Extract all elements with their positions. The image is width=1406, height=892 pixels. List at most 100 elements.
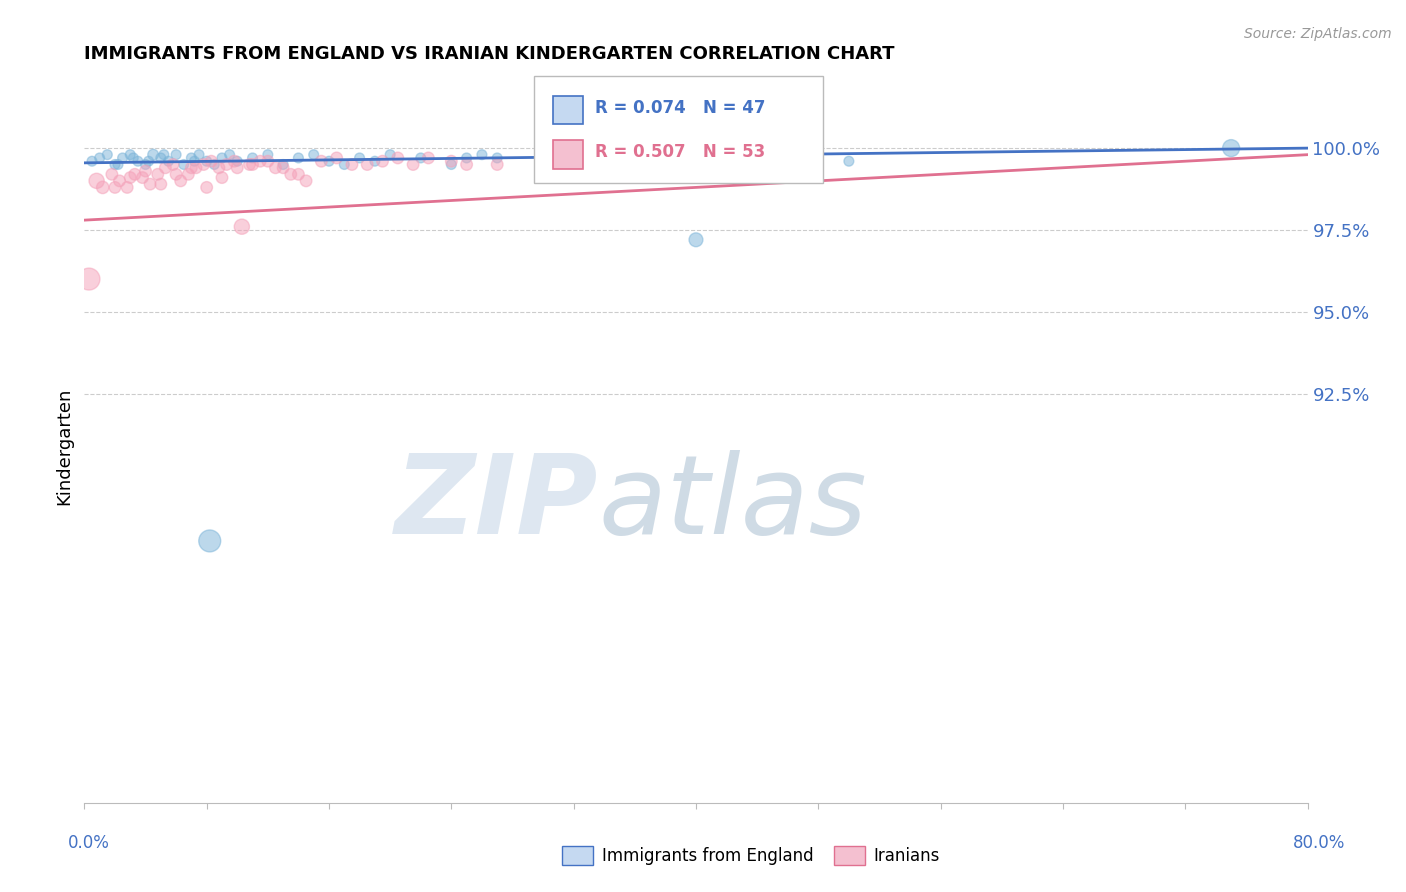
Point: [371, 154, 394, 169]
Point: [271, 161, 294, 175]
Point: [104, 180, 127, 194]
Point: [249, 154, 271, 169]
Point: [531, 157, 554, 171]
Text: 80.0%: 80.0%: [1292, 834, 1346, 852]
Point: [761, 147, 783, 161]
Point: [264, 161, 287, 175]
Point: [180, 151, 202, 165]
Point: [280, 167, 302, 181]
Point: [295, 174, 318, 188]
Point: [440, 154, 463, 169]
Point: [155, 161, 177, 175]
Point: [685, 233, 707, 247]
Point: [215, 157, 238, 171]
Point: [456, 151, 478, 165]
Text: Source: ZipAtlas.com: Source: ZipAtlas.com: [1244, 27, 1392, 41]
Point: [124, 167, 146, 181]
Point: [340, 157, 363, 171]
Point: [486, 151, 509, 165]
Point: [153, 147, 176, 161]
Point: [138, 154, 160, 169]
Point: [456, 157, 478, 171]
Point: [183, 154, 205, 169]
Point: [1220, 141, 1243, 155]
Point: [77, 272, 100, 286]
Point: [325, 151, 347, 165]
Point: [188, 147, 211, 161]
Text: Iranians: Iranians: [873, 847, 939, 865]
Point: [120, 170, 142, 185]
Point: [531, 154, 554, 169]
Point: [486, 157, 509, 171]
Point: [131, 170, 153, 185]
Point: [380, 147, 402, 161]
Point: [226, 161, 249, 175]
Point: [173, 157, 195, 171]
Point: [409, 151, 432, 165]
Point: [135, 157, 157, 171]
Point: [318, 154, 340, 169]
Point: [242, 151, 264, 165]
Point: [716, 154, 738, 169]
Point: [208, 161, 231, 175]
Point: [104, 157, 127, 171]
Text: 0.0%: 0.0%: [67, 834, 110, 852]
Point: [418, 151, 440, 165]
Point: [356, 157, 378, 171]
Point: [80, 154, 103, 169]
Point: [238, 157, 260, 171]
Point: [89, 151, 111, 165]
Point: [165, 147, 187, 161]
Point: [120, 147, 142, 161]
Point: [838, 154, 860, 169]
Point: [402, 157, 425, 171]
Y-axis label: Kindergarten: Kindergarten: [55, 387, 73, 505]
Text: IMMIGRANTS FROM ENGLAND VS IRANIAN KINDERGARTEN CORRELATION CHART: IMMIGRANTS FROM ENGLAND VS IRANIAN KINDE…: [84, 45, 894, 62]
Point: [139, 177, 162, 191]
Text: ZIP: ZIP: [395, 450, 598, 557]
Point: [211, 170, 233, 185]
Text: R = 0.507   N = 53: R = 0.507 N = 53: [595, 143, 765, 161]
Point: [96, 147, 118, 161]
Point: [271, 157, 294, 171]
Point: [257, 147, 280, 161]
Point: [242, 157, 264, 171]
Point: [440, 157, 463, 171]
Point: [184, 161, 207, 175]
Point: [364, 154, 387, 169]
Point: [101, 167, 124, 181]
Point: [135, 164, 157, 178]
Point: [257, 154, 280, 169]
Point: [349, 151, 371, 165]
Point: [157, 154, 180, 169]
Text: atlas: atlas: [598, 450, 866, 557]
Point: [231, 219, 253, 234]
Point: [333, 157, 356, 171]
Point: [198, 533, 221, 548]
Point: [211, 151, 233, 165]
Point: [127, 154, 149, 169]
Point: [108, 174, 131, 188]
Point: [146, 167, 169, 181]
Point: [202, 157, 225, 171]
Point: [111, 151, 134, 165]
Point: [638, 154, 661, 169]
Point: [287, 167, 309, 181]
Point: [165, 167, 187, 181]
Point: [195, 180, 218, 194]
Point: [311, 154, 333, 169]
Point: [200, 154, 222, 169]
Point: [302, 147, 325, 161]
Point: [180, 161, 202, 175]
Point: [149, 151, 172, 165]
Point: [149, 177, 172, 191]
Point: [193, 157, 215, 171]
Point: [226, 154, 249, 169]
Point: [107, 157, 129, 171]
Point: [195, 154, 218, 169]
Point: [224, 154, 246, 169]
Point: [218, 147, 240, 161]
Point: [609, 151, 631, 165]
Text: R = 0.074   N = 47: R = 0.074 N = 47: [595, 99, 765, 117]
Point: [142, 147, 165, 161]
